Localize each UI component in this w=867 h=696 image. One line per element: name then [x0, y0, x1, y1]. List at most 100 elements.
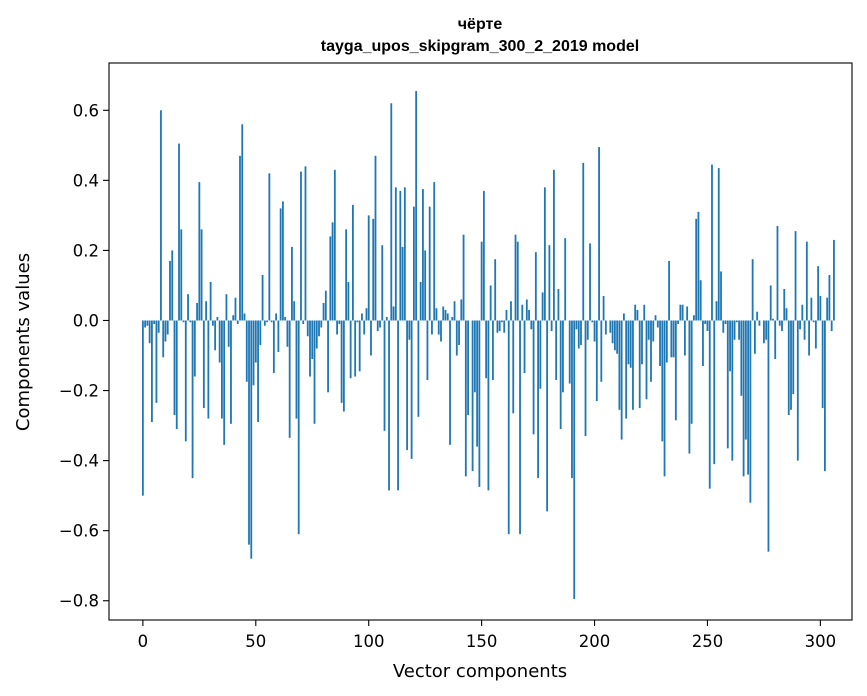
bar: [643, 304, 646, 321]
bar: [340, 320, 343, 403]
bar: [178, 143, 180, 321]
bar: [772, 318, 774, 321]
bar: [814, 320, 817, 349]
bar: [333, 169, 336, 321]
bar: [602, 295, 605, 321]
bar: [155, 320, 158, 403]
bar: [548, 245, 551, 321]
bar: [216, 316, 219, 321]
bar: [184, 320, 187, 442]
bar: [695, 218, 698, 321]
bar: [489, 285, 492, 321]
bar: [756, 311, 759, 321]
bar: [153, 320, 156, 324]
bar: [595, 320, 598, 402]
bar: [160, 110, 162, 321]
bar: [783, 288, 786, 321]
bar: [812, 320, 815, 323]
bar: [422, 189, 424, 321]
chart-title: чёрте: [458, 16, 503, 33]
bar: [437, 320, 440, 335]
bar: [652, 320, 655, 342]
bar: [266, 320, 268, 323]
bar: [729, 320, 731, 372]
bar: [482, 190, 485, 321]
bar: [187, 294, 189, 321]
bar: [146, 320, 149, 326]
bar: [659, 320, 661, 367]
bar: [243, 313, 246, 321]
bar: [166, 320, 169, 335]
bar: [349, 320, 352, 379]
bar: [738, 320, 740, 340]
bar: [584, 320, 587, 437]
bar: [496, 320, 499, 333]
bar: [455, 320, 458, 356]
bar: [218, 320, 221, 363]
bar: [485, 320, 488, 379]
bar: [571, 320, 573, 479]
bar: [374, 155, 377, 321]
bar: [604, 320, 607, 335]
bar: [471, 320, 474, 472]
bar: [211, 320, 214, 326]
bar: [329, 236, 332, 321]
bar: [528, 309, 530, 321]
bar: [663, 320, 666, 477]
bar: [361, 313, 363, 321]
bar: [598, 147, 600, 321]
bar: [182, 320, 185, 323]
bar: [532, 320, 535, 435]
y-tick-label: −0.6: [59, 522, 99, 541]
bar: [169, 260, 171, 321]
bar: [230, 320, 232, 424]
bar: [546, 320, 549, 512]
bar: [331, 222, 334, 321]
bar: [284, 316, 287, 321]
bar: [148, 320, 151, 344]
bar: [668, 260, 670, 321]
bar: [661, 320, 664, 442]
bar: [740, 320, 743, 396]
bar: [196, 302, 198, 321]
bar: [796, 320, 799, 461]
bar: [388, 320, 390, 491]
chart-subtitle: tayga_upos_skipgram_300_2_2019 model: [321, 38, 639, 55]
bar: [679, 304, 682, 321]
bar: [600, 320, 603, 382]
bar: [460, 299, 463, 321]
bar: [412, 206, 415, 321]
bar: [458, 320, 460, 345]
bar: [541, 292, 544, 321]
bar: [690, 320, 693, 424]
bar: [372, 218, 375, 321]
bar: [611, 320, 614, 344]
bar: [794, 231, 797, 321]
bar: [708, 320, 711, 489]
bar: [157, 320, 160, 333]
bar: [324, 290, 327, 321]
bar: [234, 297, 237, 321]
bar: [681, 304, 684, 321]
bar: [272, 320, 275, 374]
bar: [559, 320, 562, 430]
bar: [656, 320, 659, 328]
bar: [781, 320, 783, 331]
bar: [245, 320, 248, 382]
bar: [591, 320, 594, 323]
bar: [241, 124, 244, 321]
bar: [733, 320, 736, 340]
x-tick-label: 100: [353, 632, 385, 651]
bar: [464, 320, 467, 477]
bar: [564, 238, 567, 321]
bar: [636, 309, 639, 321]
bar: [715, 301, 718, 321]
bar: [417, 320, 420, 417]
bar: [688, 320, 691, 454]
bar: [223, 320, 226, 445]
bar: [790, 320, 792, 410]
bar: [821, 320, 824, 409]
bar: [451, 316, 454, 321]
y-tick-label: −0.2: [59, 382, 99, 401]
